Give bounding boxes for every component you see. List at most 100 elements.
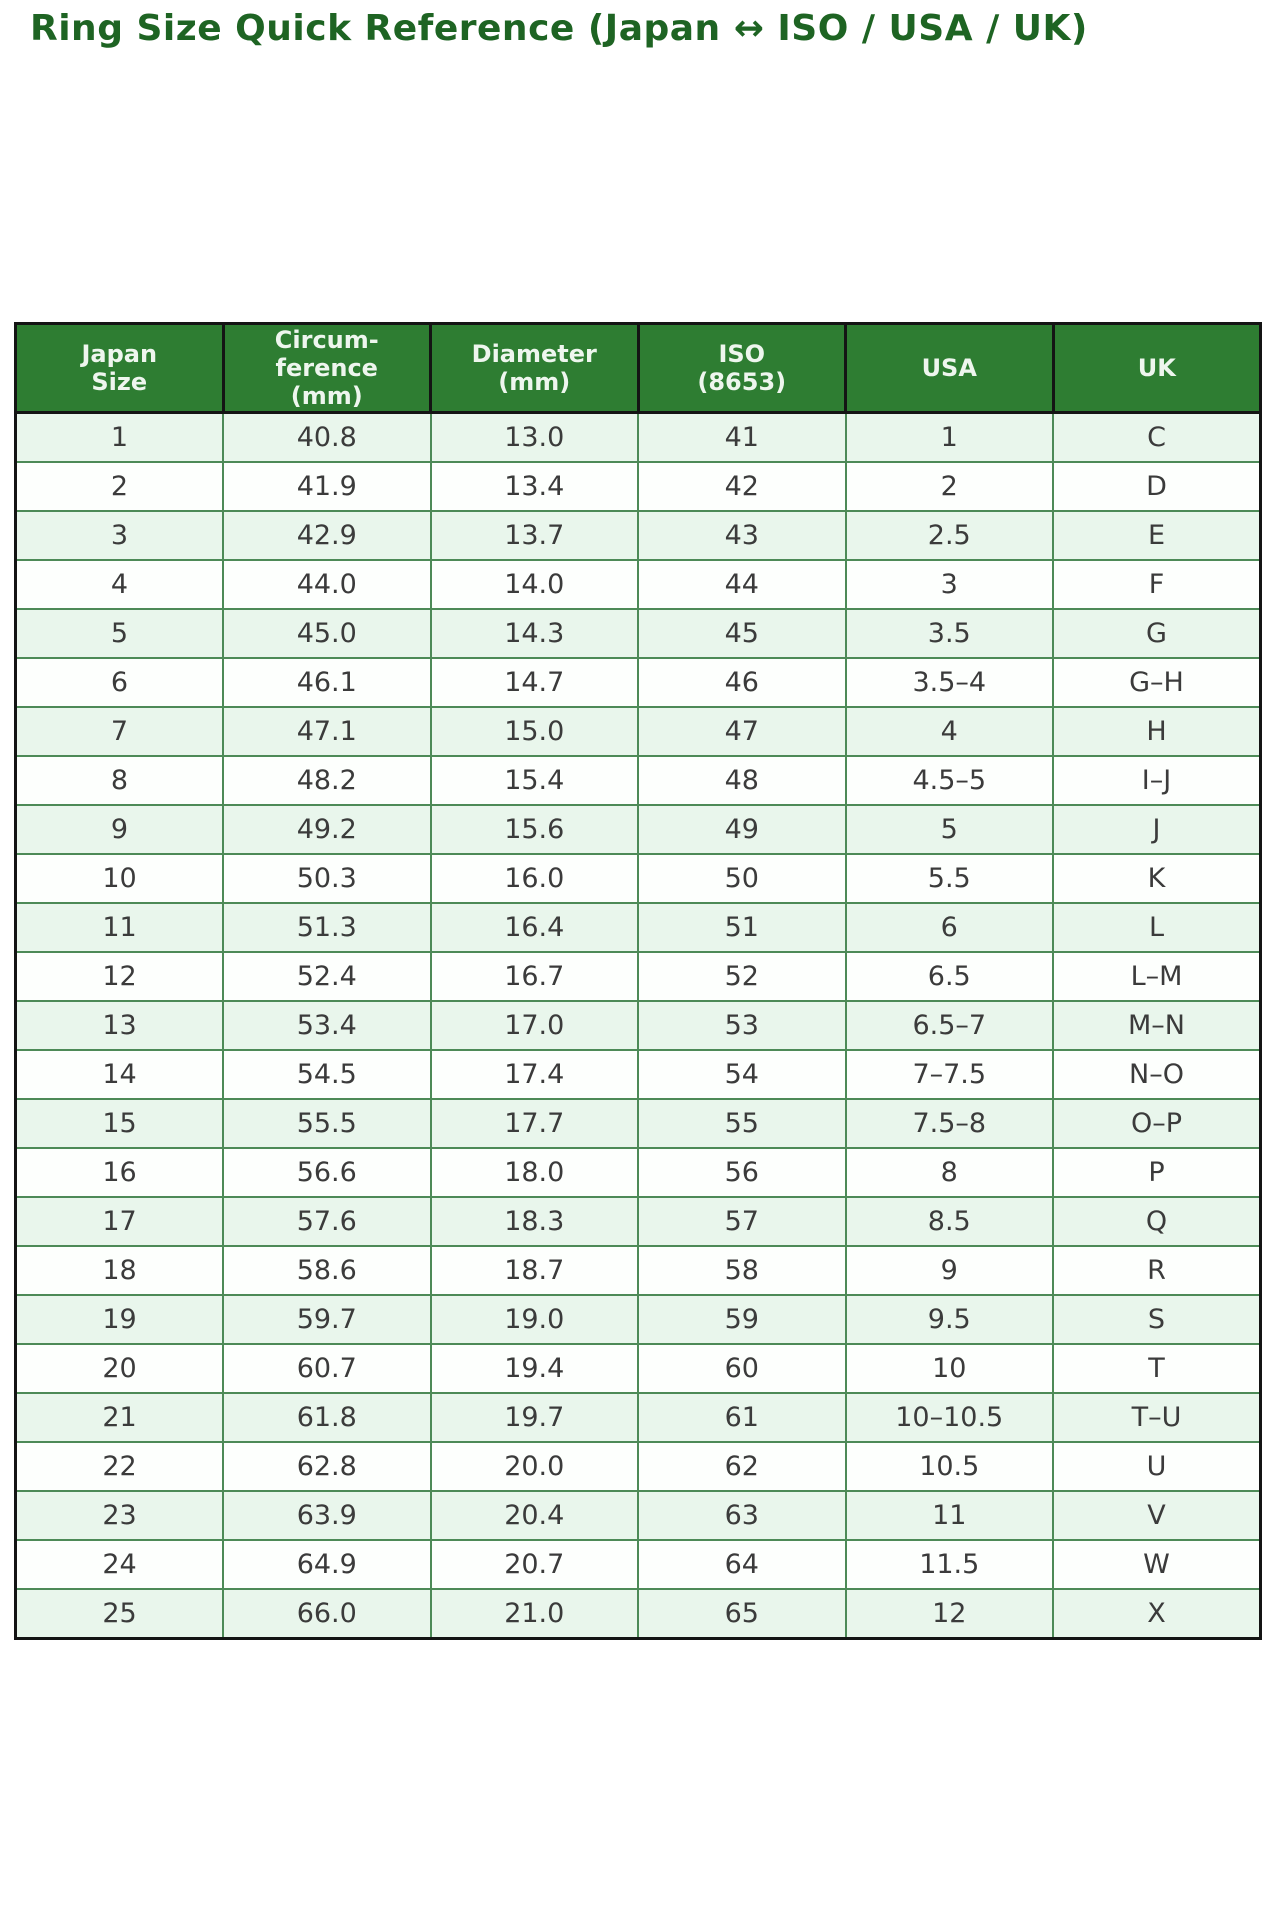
cell: 13 [14,1000,224,1051]
cell: 3.5 [844,608,1054,659]
cell: 44.0 [222,559,432,610]
cell: 40.8 [222,411,432,463]
cell: 3.5–4 [844,657,1054,708]
cell: 17.4 [429,1049,639,1100]
cell: 16.7 [429,951,639,1002]
cell: M–N [1052,1000,1262,1051]
cell: 53.4 [222,1000,432,1051]
table-row: 1 40.8 13.0 41 1 C [14,411,1262,463]
cell: G–H [1052,657,1262,708]
cell: 43 [637,510,847,561]
cell: 53 [637,1000,847,1051]
cell: E [1052,510,1262,561]
cell: G [1052,608,1262,659]
cell: 2.5 [844,510,1054,561]
cell: R [1052,1245,1262,1296]
cell: 20.7 [429,1539,639,1590]
table-row: 2 41.9 13.4 42 2 D [14,461,1262,512]
table-body: 1 40.8 13.0 41 1 C 2 41.9 13.4 42 2 D 3 42.9 13.7 43 2.5… [14,411,1262,1640]
cell: X [1052,1588,1262,1640]
cell: J [1052,804,1262,855]
cell: 9 [14,804,224,855]
cell: 14 [14,1049,224,1100]
cell: 8 [14,755,224,806]
cell: 10 [14,853,224,904]
cell: 3 [14,510,224,561]
cell: 16 [14,1147,224,1198]
cell: O–P [1052,1098,1262,1149]
cell: 5 [844,804,1054,855]
cell: 12 [844,1588,1054,1640]
cell: 21.0 [429,1588,639,1640]
cell: 16.4 [429,902,639,953]
cell: 19.4 [429,1343,639,1394]
cell: 10.5 [844,1441,1054,1492]
cell: F [1052,559,1262,610]
table-row: 20 60.7 19.4 60 10 T [14,1343,1262,1394]
cell: 4 [844,706,1054,757]
cell: 65 [637,1588,847,1640]
cell: I–J [1052,755,1262,806]
cell: 54 [637,1049,847,1100]
cell: 61 [637,1392,847,1443]
cell: 22 [14,1441,224,1492]
cell: 9.5 [844,1294,1054,1345]
cell: 17 [14,1196,224,1247]
col-header-usa: USA [844,322,1055,414]
cell: 25 [14,1588,224,1640]
cell: 64.9 [222,1539,432,1590]
cell: 13.4 [429,461,639,512]
cell: 14.7 [429,657,639,708]
cell: P [1052,1147,1262,1198]
cell: 62.8 [222,1441,432,1492]
cell: 20.0 [429,1441,639,1492]
cell: 17.0 [429,1000,639,1051]
cell: 23 [14,1490,224,1541]
table-row: 21 61.8 19.7 61 10–10.5 T–U [14,1392,1262,1443]
cell: 18.7 [429,1245,639,1296]
cell: 46 [637,657,847,708]
cell: 14.3 [429,608,639,659]
col-header-uk: UK [1051,322,1262,414]
cell: D [1052,461,1262,512]
cell: 66.0 [222,1588,432,1640]
table-row: 23 63.9 20.4 63 11 V [14,1490,1262,1541]
table-row: 22 62.8 20.0 62 10.5 U [14,1441,1262,1492]
cell: 42 [637,461,847,512]
cell: 1 [844,411,1054,463]
cell: 15.6 [429,804,639,855]
table-row: 19 59.7 19.0 59 9.5 S [14,1294,1262,1345]
ring-size-table: Japan Size Circum- ference (mm) Diameter… [14,322,1262,1640]
cell: 8 [844,1147,1054,1198]
col-header-japan-size: Japan Size [14,322,225,414]
cell: H [1052,706,1262,757]
table-row: 9 49.2 15.6 49 5 J [14,804,1262,855]
cell: 6 [14,657,224,708]
cell: 55 [637,1098,847,1149]
cell: 11 [844,1490,1054,1541]
cell: 44 [637,559,847,610]
cell: K [1052,853,1262,904]
cell: 58.6 [222,1245,432,1296]
cell: L–M [1052,951,1262,1002]
table-row: 5 45.0 14.3 45 3.5 G [14,608,1262,659]
cell: 8.5 [844,1196,1054,1247]
cell: 15.0 [429,706,639,757]
cell: 60 [637,1343,847,1394]
cell: 41.9 [222,461,432,512]
cell: 57.6 [222,1196,432,1247]
cell: 18.0 [429,1147,639,1198]
cell: 16.0 [429,853,639,904]
table-row: 13 53.4 17.0 53 6.5–7 M–N [14,1000,1262,1051]
cell: 10–10.5 [844,1392,1054,1443]
table-row: 10 50.3 16.0 50 5.5 K [14,853,1262,904]
cell: 1 [14,411,224,463]
header-row: Japan Size Circum- ference (mm) Diameter… [14,322,1262,414]
cell: 54.5 [222,1049,432,1100]
cell: 57 [637,1196,847,1247]
cell: 7.5–8 [844,1098,1054,1149]
table-row: 8 48.2 15.4 48 4.5–5 I–J [14,755,1262,806]
cell: 7 [14,706,224,757]
col-header-iso-8653: ISO (8653) [636,322,847,414]
cell: 13.0 [429,411,639,463]
